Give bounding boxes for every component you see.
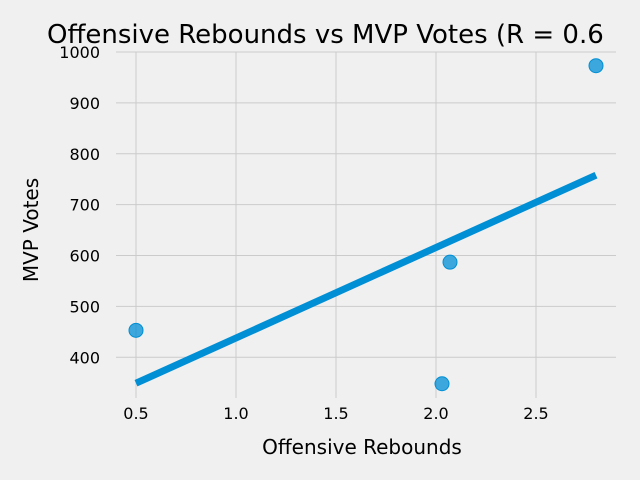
- x-tick-label: 2.5: [523, 404, 548, 423]
- y-axis-label: MVP Votes: [19, 178, 43, 282]
- x-tick-label: 1.0: [223, 404, 248, 423]
- y-tick-label: 900: [69, 94, 100, 113]
- y-tick-label: 1000: [59, 43, 100, 62]
- x-tick-label: 1.5: [323, 404, 348, 423]
- y-tick-label: 500: [69, 297, 100, 316]
- scatter-point: [434, 376, 450, 392]
- scatter-point: [128, 322, 144, 338]
- y-tick-label: 600: [69, 247, 100, 266]
- x-tick-label: 0.5: [123, 404, 148, 423]
- y-tick-label: 700: [69, 196, 100, 215]
- scatter-point: [588, 58, 604, 74]
- chart-title: Offensive Rebounds vs MVP Votes (R = 0.6: [47, 20, 604, 50]
- tick-labels: 0.5 1.0 1.5 2.0 2.5 400 500 600 700 800 900 1000: [59, 43, 548, 423]
- x-tick-label: 2.0: [423, 404, 448, 423]
- y-tick-label: 400: [69, 348, 100, 367]
- grid: [116, 51, 616, 398]
- series-layer: [128, 58, 604, 392]
- x-axis-label: Offensive Rebounds: [262, 435, 462, 459]
- y-tick-label: 800: [69, 145, 100, 164]
- scatter-point: [442, 254, 458, 270]
- regression-line: [134, 171, 598, 387]
